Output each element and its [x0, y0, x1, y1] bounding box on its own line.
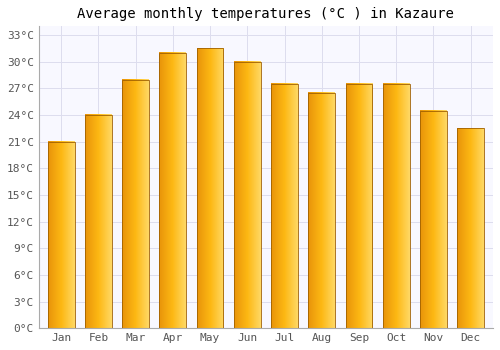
- Title: Average monthly temperatures (°C ) in Kazaure: Average monthly temperatures (°C ) in Ka…: [78, 7, 454, 21]
